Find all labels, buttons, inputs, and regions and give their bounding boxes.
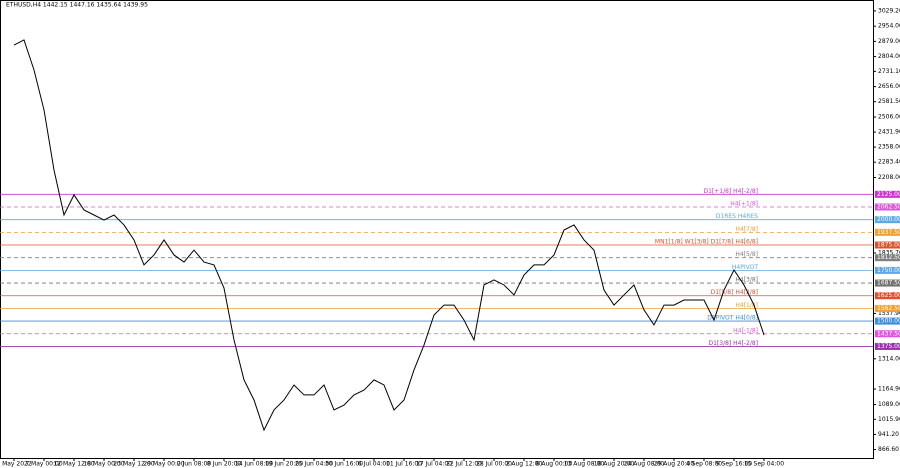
x-tick-label: 8 Aug 00:00 [536, 461, 573, 468]
x-tick-label: 30 Jun 16:00 [325, 461, 363, 468]
level-name: D1[5/8] H4[2/8] [711, 289, 758, 296]
x-tick-label: 2 Jun 08:00 [177, 461, 211, 468]
x-tick-label: 12 May 12:00 [53, 461, 94, 468]
level-price-box [875, 254, 900, 262]
y-tick-label: 2208.00 [878, 174, 900, 181]
x-tick-label: 28 Jul 00:00 [476, 461, 512, 468]
level-price-label: 1687.50 [877, 280, 900, 287]
level-price-box [875, 304, 900, 312]
level-price-box [875, 266, 900, 274]
level-price-box [875, 228, 900, 236]
x-tick-label: 6 Jul 04:00 [358, 461, 390, 468]
x-tick-label: 24 Aug 08:00 [624, 461, 665, 468]
level-name: H4[+1/8] [730, 200, 758, 207]
level-name: D1[+1/8] H4[-2/8] [703, 188, 758, 195]
level-name: H4[7/8] [735, 226, 758, 233]
plot-frame [0, 0, 874, 459]
y-tick-label: 1164.90 [878, 386, 900, 393]
level-price-box [875, 203, 900, 211]
y-tick-label: 2656.00 [878, 83, 900, 90]
level-name: H4[5/8] [735, 251, 758, 258]
x-tick-label: 15 Sep 04:00 [744, 461, 784, 468]
x-tick-label: 7 May 00:00 [25, 461, 63, 468]
x-tick-label: 25 Jun 04:00 [295, 461, 333, 468]
level-price-box [875, 317, 900, 325]
y-tick-label: 1089.00 [878, 401, 900, 408]
y-tick-label: 3029.20 [878, 7, 900, 14]
y-tick-label: 866.60 [878, 446, 899, 453]
y-tick-label: 941.20 [878, 431, 899, 438]
price-line [13, 39, 765, 432]
x-tick-label: 18 May 00:00 [83, 461, 124, 468]
level-name: MN1[1/8] W1[3/8] D1[7/8] H4[6/8] [655, 239, 758, 246]
y-tick-label: 1835.70 [878, 249, 900, 256]
x-tick-label: 2 Aug 12:00 [506, 461, 543, 468]
level-price-box [875, 330, 900, 338]
y-tick-label: 2431.90 [878, 129, 900, 136]
level-price-box [875, 279, 900, 287]
y-tick-label: 2879.00 [878, 38, 900, 45]
level-price-label: 1937.50 [877, 229, 900, 236]
level-name: D1RES H4RES [716, 213, 758, 220]
level-price-label: 2062.50 [877, 203, 900, 210]
level-price-box [875, 292, 900, 300]
level-price-label: 1875.00 [877, 242, 900, 249]
level-name: D1[3/8] H4[-2/8] [708, 340, 758, 347]
x-tick-label: 14 Jun 08:00 [235, 461, 273, 468]
x-tick-label: 4 Sep 08:00 [686, 461, 722, 468]
level-name: D1PIVOT H4[0/8] [707, 315, 758, 322]
y-tick-label: 2358.00 [878, 144, 900, 151]
level-price-box [875, 342, 900, 350]
level-price-label: 1812.50 [877, 254, 900, 261]
y-tick-label: 2731.10 [878, 68, 900, 75]
level-name: H4[3/8] [735, 277, 758, 284]
x-tick-label: 29 May 00:00 [143, 461, 184, 468]
x-tick-label: 23 May 12:00 [113, 461, 154, 468]
level-price-label: 2000.00 [877, 216, 900, 223]
level-price-label: 1625.00 [877, 292, 900, 299]
y-tick-label: 1314.00 [878, 355, 900, 362]
chart-title: ETHUSD,H4 1442.15 1447.16 1435.64 1439.9… [6, 2, 148, 9]
y-tick-label: 2804.00 [878, 53, 900, 60]
level-price-box [875, 216, 900, 224]
level-name: H4PIVOT [732, 264, 758, 271]
y-tick-label: 2506.00 [878, 114, 900, 121]
y-tick-label: 2954.00 [878, 23, 900, 30]
y-tick-label: 2283.40 [878, 159, 900, 166]
level-price-label: 1437.50 [877, 330, 900, 337]
x-tick-label: 11 Jul 16:00 [386, 461, 422, 468]
x-tick-label: 29 Aug 20:00 [654, 461, 695, 468]
y-tick-label: 1015.90 [878, 416, 900, 423]
x-tick-label: 22 Jul 12:00 [446, 461, 482, 468]
x-tick-label: 19 Jun 20:00 [265, 461, 303, 468]
level-price-label: 2125.00 [877, 191, 900, 198]
x-tick-label: 8 Jun 20:00 [207, 461, 241, 468]
level-name: H4[1/8] [735, 302, 758, 309]
x-tick-label: 17 Jul 04:00 [416, 461, 452, 468]
level-price-label: 1562.50 [877, 305, 900, 312]
x-tick-label: 5 May 2022 [0, 461, 32, 468]
y-tick-label: 2581.50 [878, 98, 900, 105]
level-price-label: 1750.00 [877, 267, 900, 274]
x-tick-label: 13 Aug 08:00 [564, 461, 605, 468]
level-price-box [875, 241, 900, 249]
y-tick-label: 1537.90 [878, 310, 900, 317]
level-name: H4[-1/8] [733, 327, 758, 334]
x-tick-label: 18 Aug 20:00 [594, 461, 635, 468]
level-price-label: 1500.00 [877, 318, 900, 325]
level-price-label: 1375.00 [877, 343, 900, 350]
x-tick-label: 9 Sep 16:00 [716, 461, 752, 468]
level-price-box [875, 190, 900, 198]
